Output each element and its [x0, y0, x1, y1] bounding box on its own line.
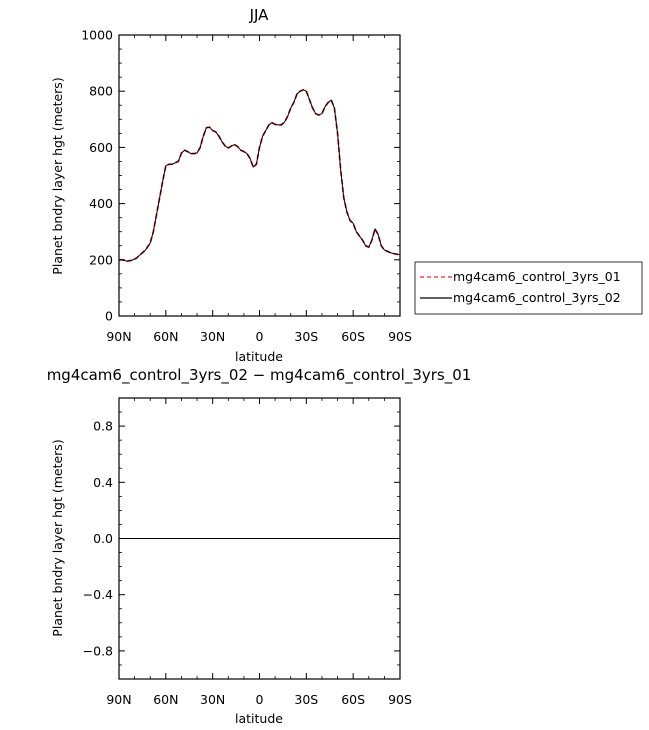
bottom-y-tick-label: −0.8: [83, 643, 113, 658]
top-x-tick-label: 0: [256, 329, 264, 344]
top-chart: JJA 90N 60N 30N 0 30S 60S 90S 0 200 400 600 800 100…: [50, 6, 412, 364]
top-y-tick-label: 200: [89, 252, 113, 267]
bottom-chart-x-ticks: 90N 60N 30N 0 30S 60S 90S: [106, 398, 412, 707]
top-x-tick-label: 60S: [341, 329, 365, 344]
top-x-tick-label: 90N: [106, 329, 131, 344]
bottom-y-tick-label: 0.4: [93, 475, 113, 490]
legend-entry-02: mg4cam6_control_3yrs_02: [453, 290, 621, 305]
top-chart-x-label: latitude: [235, 349, 283, 364]
top-y-tick-label: 0: [105, 309, 113, 324]
bottom-x-tick-label: 30N: [200, 692, 225, 707]
top-y-tick-label: 400: [89, 196, 113, 211]
top-y-tick-label: 800: [89, 84, 113, 99]
bottom-chart-y-ticks: −0.8 −0.4 0.0 0.4 0.8: [83, 397, 400, 680]
top-chart-legend: mg4cam6_control_3yrs_01 mg4cam6_control_…: [414, 261, 643, 315]
bottom-chart-title: mg4cam6_control_3yrs_02 − mg4cam6_contro…: [47, 366, 472, 385]
top-chart-frame: [118, 34, 401, 317]
top-x-tick-label: 60N: [153, 329, 178, 344]
bottom-chart: mg4cam6_control_3yrs_02 − mg4cam6_contro…: [47, 366, 472, 726]
top-series-line-2: [119, 89, 401, 262]
top-chart-title: JJA: [249, 6, 270, 24]
bottom-x-tick-label: 0: [256, 692, 264, 707]
bottom-chart-x-label: latitude: [235, 711, 283, 726]
top-chart-series: [119, 88, 401, 263]
bottom-x-tick-label: 90N: [106, 692, 131, 707]
legend-box: [414, 261, 643, 315]
top-x-tick-label: 30S: [294, 329, 318, 344]
top-x-tick-label: 30N: [200, 329, 225, 344]
top-chart-y-label: Planet bndry layer hgt (meters): [50, 77, 65, 274]
bottom-y-tick-label: −0.4: [83, 587, 113, 602]
bottom-y-tick-label: 0.8: [93, 419, 113, 434]
bottom-y-tick-label: 0.0: [93, 531, 113, 546]
bottom-chart-y-label: Planet bndry layer hgt (meters): [50, 439, 65, 636]
top-y-tick-label: 600: [89, 140, 113, 155]
bottom-x-tick-label: 30S: [294, 692, 318, 707]
top-chart-y-ticks: 0 200 400 600 800 1000: [81, 28, 400, 324]
top-series-line-1: [119, 88, 401, 263]
top-x-tick-label: 90S: [388, 329, 412, 344]
legend-entry-01: mg4cam6_control_3yrs_01: [453, 269, 621, 284]
top-y-tick-label: 1000: [81, 28, 113, 43]
bottom-x-tick-label: 60S: [341, 692, 365, 707]
bottom-x-tick-label: 60N: [153, 692, 178, 707]
bottom-x-tick-label: 90S: [388, 692, 412, 707]
top-chart-x-ticks: 90N 60N 30N 0 30S 60S 90S: [106, 35, 412, 344]
